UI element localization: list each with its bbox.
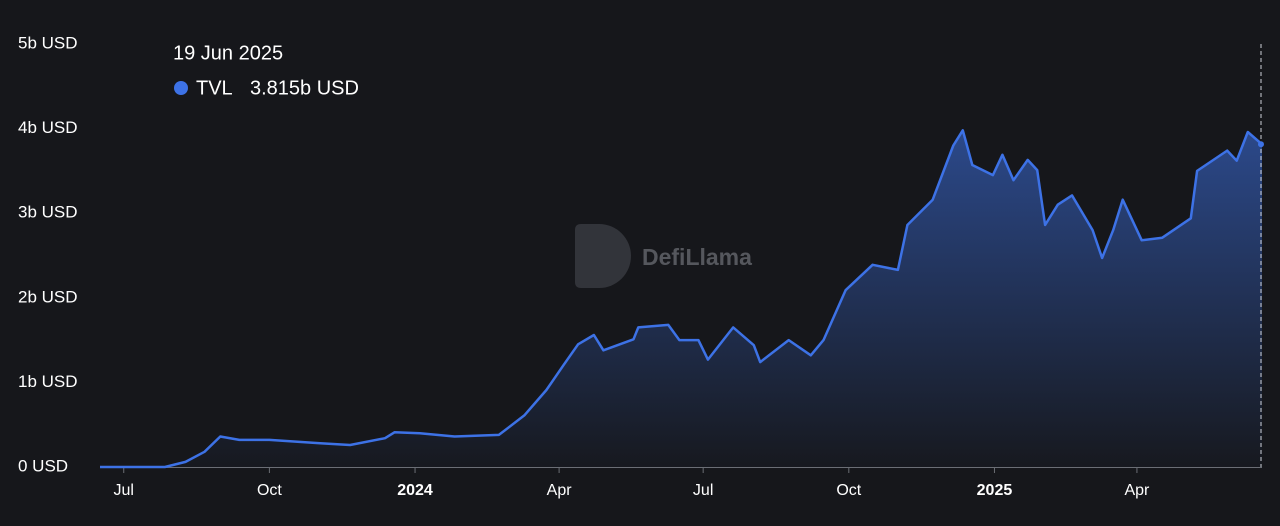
- x-tick-label: Oct: [836, 482, 861, 499]
- x-tick-label: Apr: [1124, 482, 1150, 499]
- crosshair-point: [1258, 141, 1264, 148]
- x-tick-label: Oct: [257, 482, 282, 499]
- y-tick-label: 3b USD: [18, 203, 78, 222]
- watermark: DefiLlama: [575, 224, 752, 288]
- x-tick-label: Jul: [114, 482, 134, 499]
- y-tick-label: 5b USD: [18, 33, 78, 52]
- area: [100, 130, 1262, 468]
- y-tick-label: 0 USD: [18, 456, 68, 475]
- x-tick-label: 2025: [977, 482, 1013, 499]
- plot-area: [100, 44, 1264, 473]
- watermark-logo: [575, 224, 631, 288]
- legend-swatch: [174, 81, 188, 95]
- tooltip-value: 3.815b USD: [250, 77, 359, 99]
- x-tick-label: Apr: [547, 482, 573, 499]
- tooltip-date: 19 Jun 2025: [173, 42, 283, 64]
- y-tick-label: 2b USD: [18, 287, 78, 306]
- watermark-text: DefiLlama: [642, 244, 752, 270]
- x-tick-label: 2024: [397, 482, 433, 499]
- x-tick-label: Jul: [693, 482, 713, 499]
- y-tick-label: 1b USD: [18, 372, 78, 391]
- y-tick-label: 4b USD: [18, 118, 78, 137]
- line: [100, 129, 1263, 469]
- legend-label: TVL: [196, 77, 233, 99]
